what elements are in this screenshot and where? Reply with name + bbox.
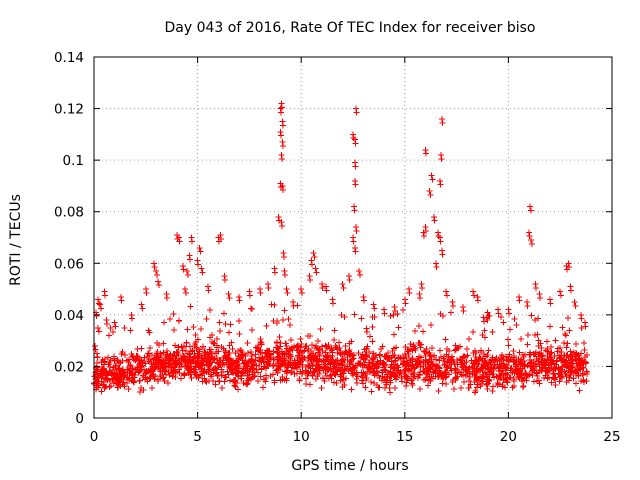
band-point bbox=[304, 332, 311, 339]
band-point bbox=[207, 306, 214, 313]
band-point bbox=[187, 343, 194, 350]
band-point bbox=[389, 348, 396, 355]
band-point bbox=[235, 318, 242, 325]
band-point bbox=[147, 375, 154, 382]
band-point bbox=[194, 336, 201, 343]
band-point bbox=[216, 378, 223, 385]
band-point bbox=[105, 332, 112, 339]
band-point bbox=[331, 337, 338, 344]
band-point bbox=[547, 343, 554, 350]
band-point bbox=[344, 354, 351, 361]
band-point bbox=[160, 340, 167, 347]
band-point bbox=[368, 388, 375, 395]
band-point bbox=[237, 346, 244, 353]
band-point bbox=[419, 328, 426, 335]
band-point bbox=[543, 338, 550, 345]
band-point bbox=[498, 313, 505, 320]
band-point bbox=[191, 358, 198, 365]
band-point bbox=[528, 312, 535, 319]
band-point bbox=[563, 344, 570, 351]
band-point bbox=[403, 379, 410, 386]
band-point bbox=[531, 378, 538, 385]
band-point bbox=[214, 336, 221, 343]
band-point bbox=[516, 349, 523, 356]
band-point bbox=[473, 384, 480, 391]
band-point bbox=[277, 377, 284, 384]
band-point bbox=[532, 331, 539, 338]
band-point bbox=[322, 349, 329, 356]
band-point bbox=[465, 378, 472, 385]
dense-roti-band bbox=[91, 301, 590, 396]
band-point bbox=[392, 358, 399, 365]
band-point bbox=[513, 321, 520, 328]
band-point bbox=[566, 327, 573, 334]
band-point bbox=[403, 382, 410, 389]
band-point bbox=[125, 385, 132, 392]
band-point bbox=[172, 374, 179, 381]
band-point bbox=[394, 311, 401, 318]
band-point bbox=[271, 302, 278, 309]
band-point bbox=[244, 350, 251, 357]
band-point bbox=[121, 324, 128, 331]
band-point bbox=[301, 347, 308, 354]
band-point bbox=[449, 378, 456, 385]
band-point bbox=[149, 352, 156, 359]
band-point bbox=[415, 375, 422, 382]
band-point bbox=[226, 377, 233, 384]
band-point bbox=[399, 378, 406, 385]
band-point bbox=[392, 376, 399, 383]
band-point bbox=[505, 336, 512, 343]
band-point bbox=[368, 378, 375, 385]
band-point bbox=[137, 385, 144, 392]
band-point bbox=[439, 380, 446, 387]
band-point bbox=[558, 348, 565, 355]
band-point bbox=[541, 375, 548, 382]
band-point bbox=[535, 315, 542, 322]
band-point bbox=[161, 319, 168, 326]
band-point bbox=[461, 379, 468, 385]
band-point bbox=[280, 317, 287, 324]
band-point bbox=[410, 342, 417, 349]
band-point bbox=[212, 381, 219, 388]
band-point bbox=[236, 331, 243, 338]
band-point bbox=[498, 351, 505, 358]
chart-title: Day 043 of 2016, Rate Of TEC Index for r… bbox=[164, 20, 535, 36]
x-axis-label: GPS time / hours bbox=[291, 458, 408, 474]
band-point bbox=[428, 344, 435, 351]
band-point bbox=[252, 351, 259, 358]
y-axis-label: ROTI / TECUs bbox=[8, 194, 24, 286]
